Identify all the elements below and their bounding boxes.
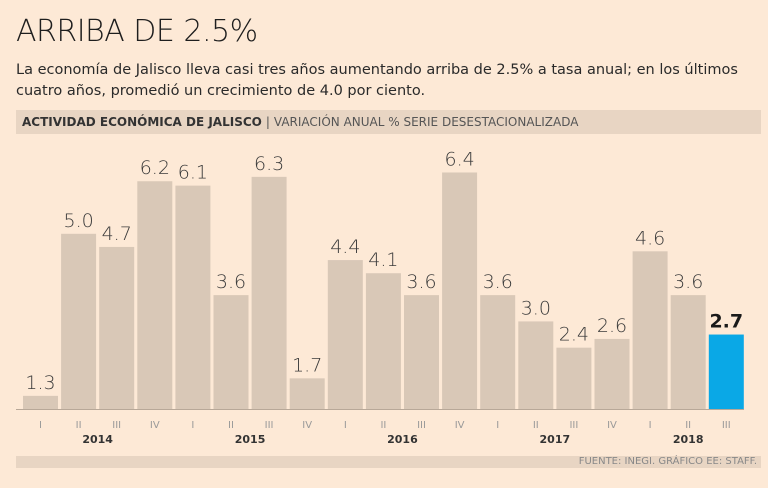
- data-label: 4.1: [368, 249, 398, 271]
- quarter-tick-label: IV: [607, 420, 617, 431]
- data-label: 3.6: [673, 271, 703, 293]
- bar: [23, 395, 58, 409]
- quarter-tick-label: IV: [150, 420, 160, 431]
- bar: [594, 338, 630, 409]
- bar: [327, 260, 363, 409]
- quarter-tick-label: I: [496, 420, 499, 431]
- chart-header: ACTIVIDAD ECONÓMICA DE JALISCO | VARIACIÓN…: [16, 110, 761, 134]
- quarter-tick-label: IV: [302, 420, 312, 431]
- subtitle: La economía de Jalisco lleva casi tres a…: [16, 62, 738, 99]
- data-label: 3.6: [483, 271, 513, 293]
- data-label: 6.4: [444, 148, 474, 170]
- chart-header-separator: |: [265, 115, 270, 129]
- bar: [137, 181, 173, 409]
- bar: [670, 295, 706, 409]
- data-label: 6.1: [178, 162, 208, 184]
- data-label: 1.7: [292, 354, 322, 376]
- bar: [480, 295, 516, 409]
- data-label: 2.4: [559, 324, 589, 346]
- bar: [708, 334, 744, 409]
- data-label: 4.6: [635, 227, 665, 249]
- bar: [213, 295, 249, 409]
- data-label: 2.7: [709, 311, 743, 333]
- quarter-tick-label: IV: [455, 420, 465, 431]
- year-label: 2018: [673, 433, 704, 446]
- quarter-tick-label: III: [265, 420, 274, 431]
- bar: [175, 185, 211, 409]
- bar: [442, 172, 478, 409]
- quarter-tick-label: III: [417, 420, 426, 431]
- source-footer: FUENTE: INEGI. GRÁFICO EE: STAFF.: [16, 456, 761, 468]
- data-label: 1.3: [25, 372, 55, 394]
- year-label: 2015: [235, 433, 266, 446]
- bar: [518, 321, 554, 409]
- data-label: 4.7: [102, 223, 132, 245]
- quarter-tick-label: II: [533, 420, 539, 431]
- quarter-tick-label: II: [685, 420, 691, 431]
- year-label: 2014: [82, 433, 113, 446]
- quarter-tick-label: II: [228, 420, 234, 431]
- quarter-tick-label: I: [191, 420, 194, 431]
- bar: [632, 251, 668, 409]
- quarter-tick-label: III: [569, 420, 578, 431]
- quarter-tick-label: I: [344, 420, 347, 431]
- bar: [61, 233, 97, 409]
- bar: [99, 246, 135, 409]
- data-label: 5.0: [63, 210, 93, 232]
- data-label: 4.4: [330, 236, 360, 258]
- quarter-tick-label: I: [649, 420, 652, 431]
- year-label: 2016: [387, 433, 418, 446]
- chart-header-subtitle: VARIACIÓN ANUAL % SERIE DESESTACIONALIZA…: [273, 115, 579, 129]
- bar: [251, 176, 287, 409]
- data-label: 6.2: [140, 157, 170, 179]
- quarter-tick-label: III: [112, 420, 121, 431]
- quarter-tick-label: II: [76, 420, 82, 431]
- year-label: 2017: [540, 433, 571, 446]
- quarter-tick-label: I: [39, 420, 42, 431]
- quarter-tick-label: II: [380, 420, 386, 431]
- data-label: 3.6: [406, 271, 436, 293]
- quarter-tick-label: III: [722, 420, 731, 431]
- page-title: ARRIBA DE 2.5%: [16, 14, 258, 49]
- data-label: 2.6: [597, 315, 627, 337]
- bar: [556, 347, 592, 409]
- bar: [289, 378, 325, 409]
- bar: [365, 273, 401, 409]
- bar: [404, 295, 439, 409]
- data-label: 6.3: [254, 153, 284, 175]
- chart-header-title: ACTIVIDAD ECONÓMICA DE JALISCO: [22, 115, 262, 129]
- data-label: 3.0: [521, 297, 551, 319]
- data-label: 3.6: [216, 271, 246, 293]
